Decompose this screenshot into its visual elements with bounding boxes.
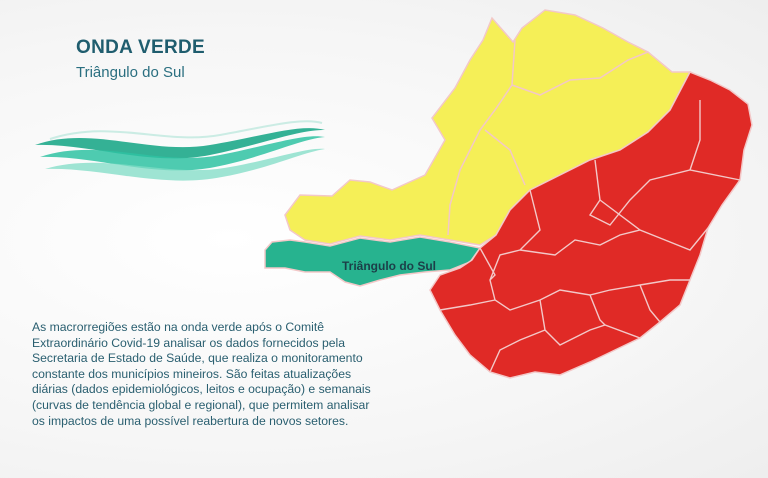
red-region [429,71,753,379]
page-subtitle: Triângulo do Sul [76,64,185,81]
map-region-label: Triângulo do Sul [342,259,436,273]
yellow-border [484,129,526,186]
decorative-waves [35,120,325,181]
yellow-border [511,51,649,96]
description-line: diárias (dados epidemiológicos, leitos e… [32,382,371,397]
description-line: (curvas de tendência global e regional),… [32,397,370,412]
description-line: os impactos de uma possível reabertura d… [32,413,349,428]
description-line: constante dos municípios mineiros. São f… [32,366,352,381]
red-borders [439,100,741,373]
description-line: As macrorregiões estão na onda verde apó… [32,320,324,334]
description-line: Secretaria de Estado de Saúde, que reali… [32,351,363,366]
green-region-triangulo-do-sul [264,236,482,287]
page-title: ONDA VERDE [76,37,205,58]
description-paragraph: As macrorregiões estão na onda verde apó… [32,320,417,429]
description-line: Extraordinário Covid-19 analisar os dado… [32,335,345,350]
